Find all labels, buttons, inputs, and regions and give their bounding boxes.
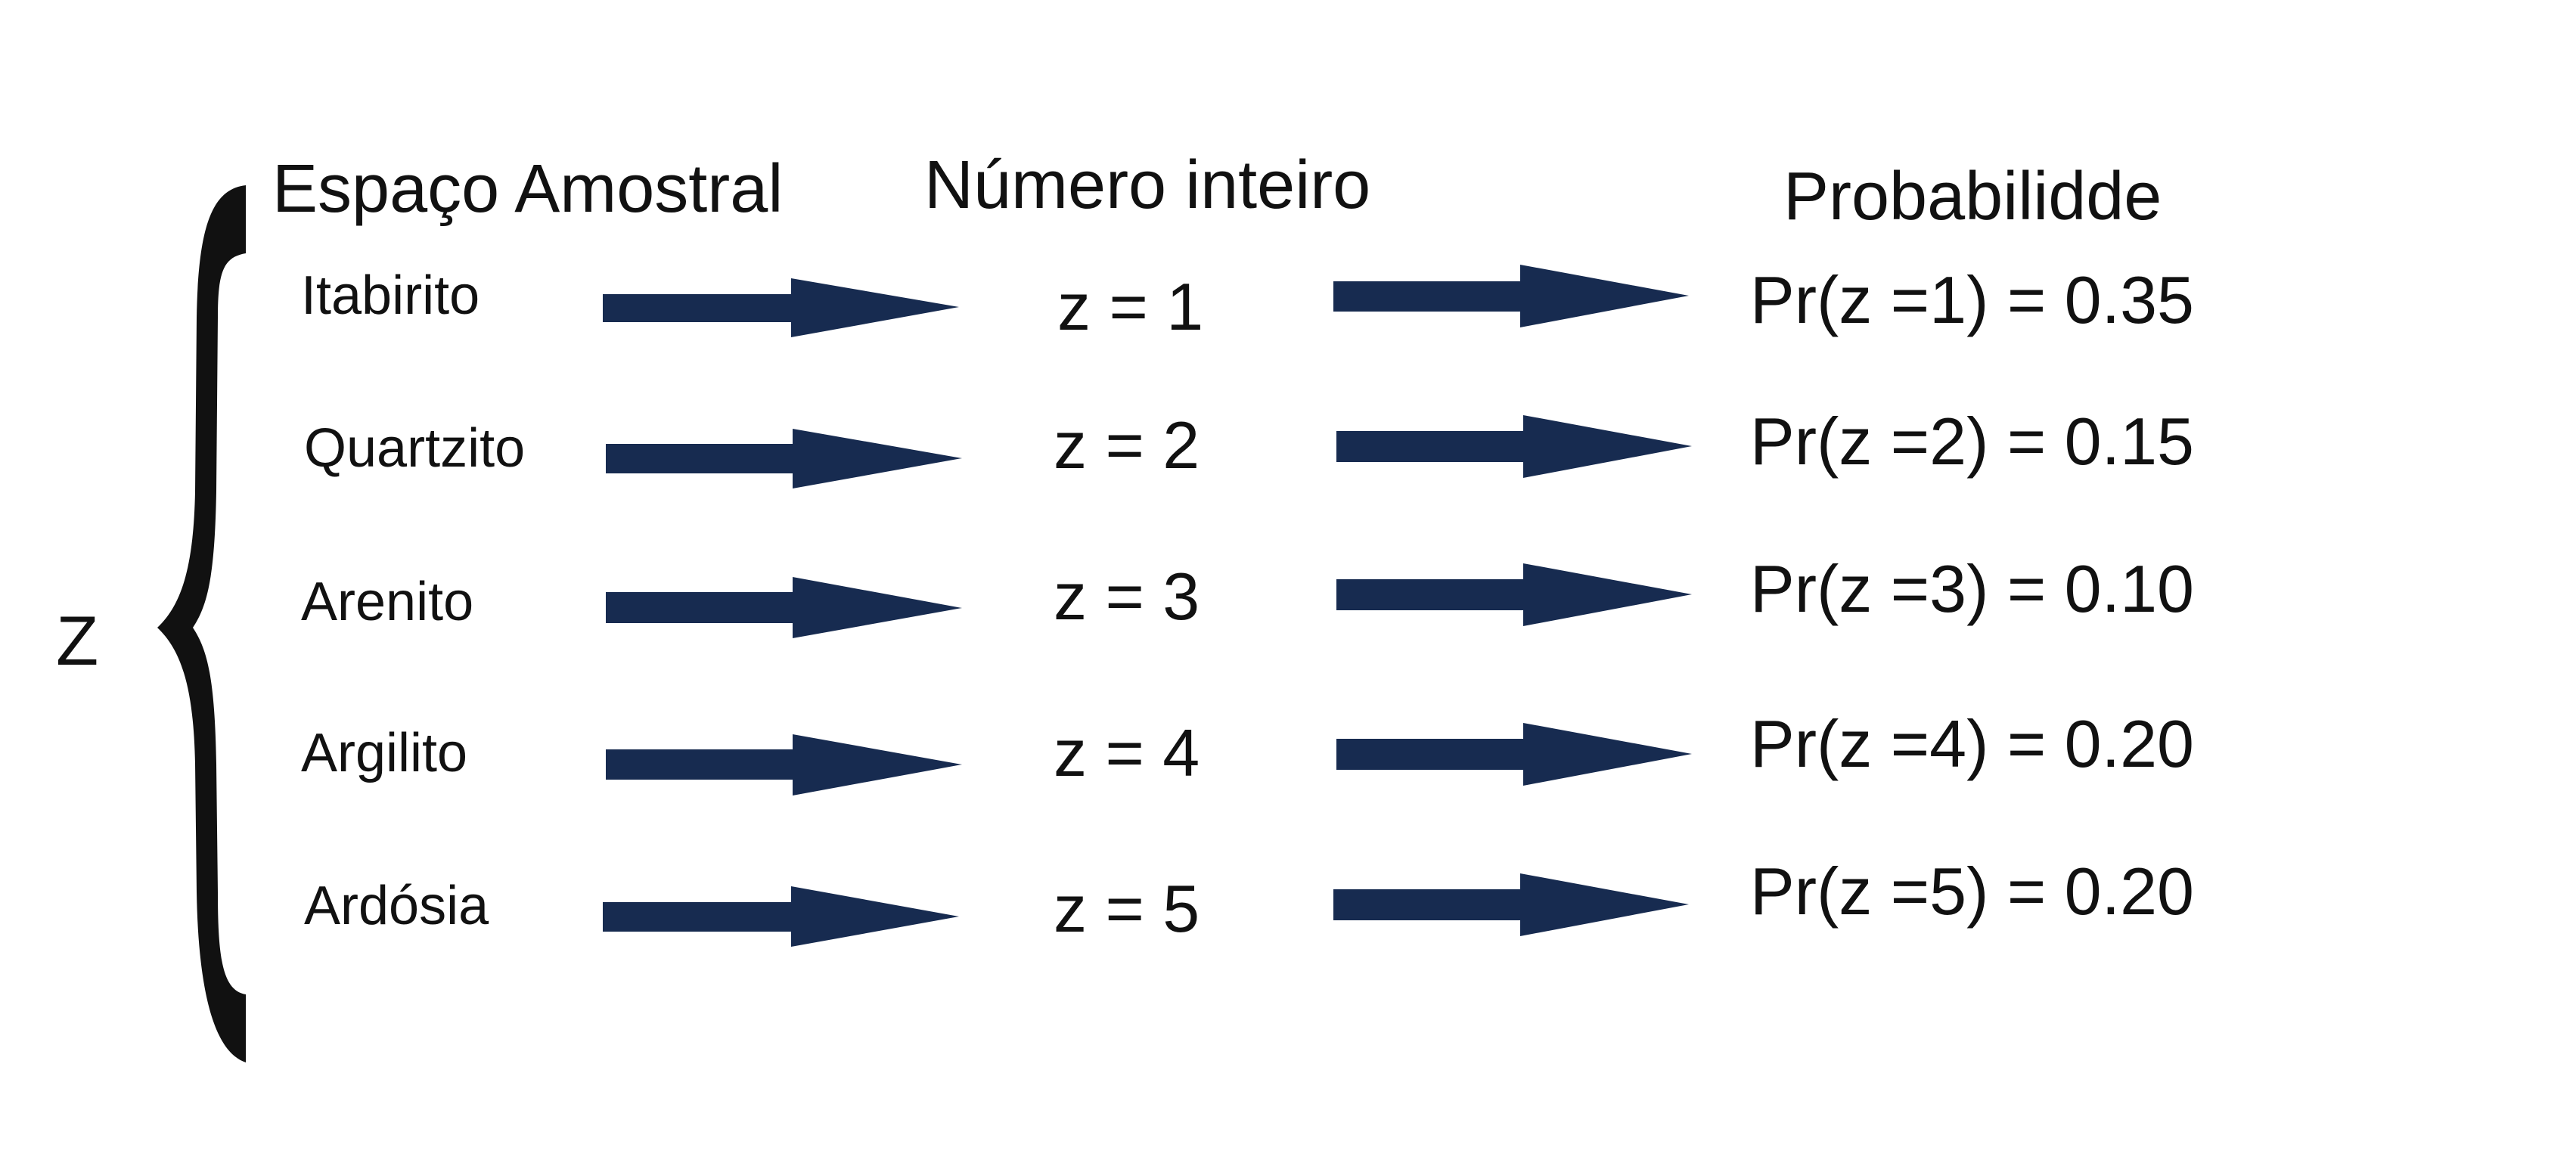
probability-value-1: Pr(z =1) = 0.35 [1750, 262, 2194, 337]
probability-value-3: Pr(z =3) = 0.10 [1750, 551, 2194, 626]
arrow-right-icon [1333, 265, 1689, 327]
sample-item-quartzito: Quartzito [304, 418, 526, 479]
arrow-right-icon [606, 577, 962, 638]
probability-value-2: Pr(z =2) = 0.15 [1750, 404, 2194, 479]
arrow-right-icon [1336, 415, 1692, 478]
integer-value-1: z = 1 [1057, 269, 1204, 344]
sample-item-arenito: Arenito [301, 572, 474, 632]
arrow-right-icon [606, 734, 962, 796]
sample-item-argilito: Argilito [301, 723, 468, 783]
sample-item-itabirito: Itabirito [301, 265, 480, 326]
integer-value-2: z = 2 [1054, 408, 1200, 482]
arrow-right-icon [1336, 563, 1692, 626]
arrow-right-icon [603, 278, 959, 337]
header-sample-space: Espaço Amostral [272, 151, 784, 227]
arrow-right-icon [1336, 723, 1692, 786]
arrow-right-icon [603, 886, 959, 947]
arrow-right-icon [606, 429, 962, 489]
header-integer: Número inteiro [924, 147, 1371, 223]
random-variable-label: Z [56, 603, 99, 680]
integer-value-4: z = 4 [1054, 715, 1200, 790]
integer-value-3: z = 3 [1054, 559, 1200, 634]
header-probability: Probabilidde [1783, 159, 2162, 234]
brace-shape [157, 185, 246, 1062]
integer-value-5: z = 5 [1054, 871, 1200, 946]
sample-item-ardosia: Ardósia [304, 876, 489, 936]
probability-value-5: Pr(z =5) = 0.20 [1750, 854, 2194, 929]
probability-value-4: Pr(z =4) = 0.20 [1750, 706, 2194, 781]
arrow-right-icon [1333, 873, 1689, 936]
